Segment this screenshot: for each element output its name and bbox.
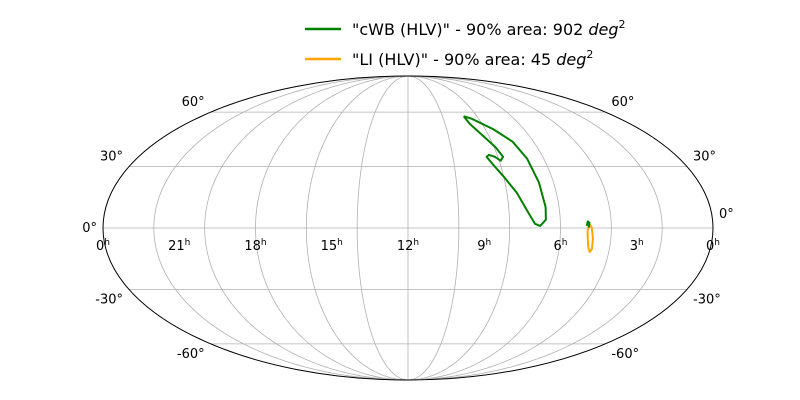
grid-meridian — [407, 75, 460, 381]
ra-tick-label: 3h — [630, 238, 644, 254]
graticule — [103, 75, 713, 381]
ra-tick-label: 18h — [244, 238, 266, 254]
dec-tick-label-left: 60° — [182, 95, 205, 110]
dec-tick-label-right: -60° — [611, 347, 639, 362]
grid-meridian — [153, 75, 409, 381]
dec-tick-label-left: 0° — [82, 221, 97, 236]
grid-meridian — [407, 75, 511, 381]
ra-tick-label: 21h — [168, 238, 190, 254]
legend-label: "LI (HLV)" - 90% area: 45 deg2 — [352, 48, 593, 69]
dec-tick-label-left: 30° — [100, 150, 123, 165]
dec-tick-label-right: 60° — [611, 95, 634, 110]
ra-tick-label: 15h — [321, 238, 343, 254]
legend: "cWB (HLV)" - 90% area: 902 deg2 "LI (HLV… — [305, 18, 626, 69]
ra-tick-label: 12h — [397, 238, 419, 254]
grid-meridian — [305, 75, 409, 381]
ra-tick-label: 0h — [96, 238, 110, 254]
ra-tick-label: 0h — [706, 238, 720, 254]
plot-frame — [102, 75, 714, 381]
series-1-contour — [586, 223, 594, 253]
ra-tick-label: 9h — [477, 238, 491, 254]
dec-tick-label-right: 30° — [693, 150, 716, 165]
dec-tick-label-left: -60° — [177, 347, 205, 362]
grid-meridian — [407, 75, 612, 381]
dec-tick-label-left: -30° — [95, 292, 123, 307]
grid-meridian — [407, 75, 561, 381]
legend-label: "cWB (HLV)" - 90% area: 902 deg2 — [352, 18, 626, 39]
grid-meridian — [255, 75, 409, 381]
series-layer — [462, 115, 594, 253]
ra-tick-label: 6h — [554, 238, 568, 254]
series-0-contour — [462, 115, 547, 227]
series-0-contour-part — [585, 220, 591, 228]
grid-meridian — [407, 75, 663, 381]
dec-tick-label-right: -30° — [693, 292, 721, 307]
grid-meridian — [356, 75, 409, 381]
dec-tick-label-right: 0° — [719, 207, 734, 222]
grid-meridian — [204, 75, 409, 381]
